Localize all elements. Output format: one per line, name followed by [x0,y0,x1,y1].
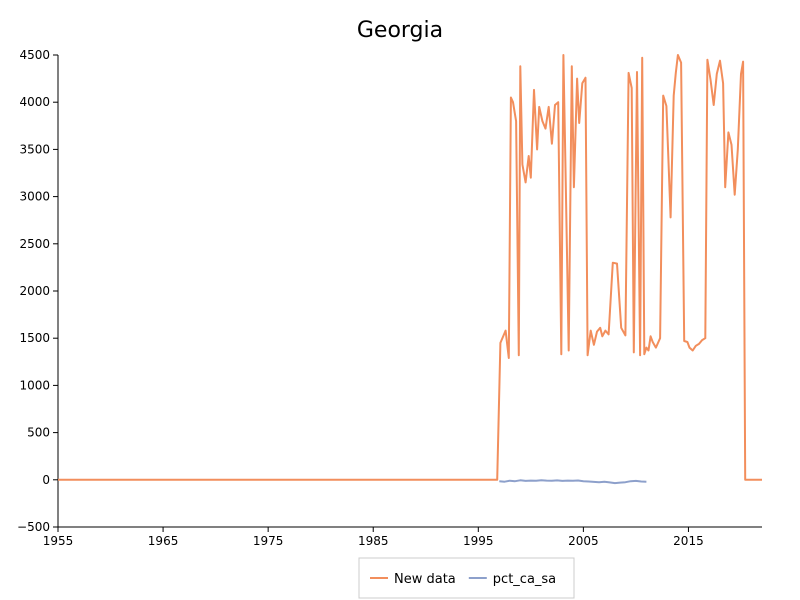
y-tick-label: −500 [17,520,50,534]
x-tick-label: 1955 [43,534,74,548]
legend-label-1: New data [394,572,456,587]
y-tick-label: 4500 [19,48,50,62]
legend-box [358,557,575,599]
legend: New data pct_ca_sa [358,557,575,599]
x-tick-label: 2005 [568,534,599,548]
x-axis: 1955 1965 1975 1985 1995 2005 2015 [43,526,762,548]
x-tick-label: 2015 [673,534,704,548]
x-tick-label: 1965 [148,534,179,548]
y-tick-label: 4000 [19,95,50,109]
series-layer [58,54,762,485]
y-tick-label: 3500 [19,142,50,156]
series-line-2 [499,479,647,485]
y-tick-label: 1500 [19,331,50,345]
x-tick-label: 1985 [358,534,389,548]
y-tick-label: 0 [42,473,50,487]
chart-title: Georgia [357,18,443,43]
legend-label-2: pct_ca_sa [493,572,556,587]
y-axis: −500 0 500 1000 1500 2000 2500 3000 3500 4000 4500 [17,48,59,534]
y-tick-label: 3000 [19,190,50,204]
y-tick-label: 1000 [19,378,50,392]
y-tick-label: 2500 [19,237,50,251]
x-tick-label: 1975 [253,534,284,548]
series-line-1 [58,54,762,481]
y-tick-label: 2000 [19,284,50,298]
x-tick-label: 1995 [463,534,494,548]
y-tick-label: 500 [27,426,50,440]
